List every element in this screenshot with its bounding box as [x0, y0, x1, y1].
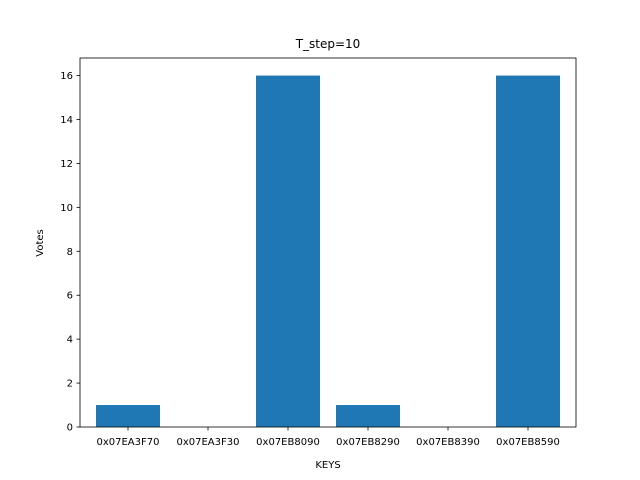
y-tick-label: 4: [67, 335, 73, 346]
y-tick-label: 6: [67, 291, 73, 302]
y-tick-label: 12: [60, 159, 73, 170]
x-tick-label: 0x07EA3F30: [176, 437, 239, 448]
x-tick-label: 0x07EA3F70: [96, 437, 159, 448]
x-tick-label: 0x07EB8090: [256, 437, 320, 448]
y-axis-ticks: 0 2 4 6 8 10 12 14 16: [60, 71, 80, 434]
bar-2: [256, 75, 320, 428]
x-axis-label: KEYS: [315, 460, 340, 471]
chart-title: T_step=10: [295, 37, 361, 51]
bar-5: [496, 75, 560, 428]
y-tick-label: 2: [67, 379, 73, 390]
y-tick-label: 8: [67, 247, 73, 258]
bars-group: [96, 75, 560, 428]
y-tick-label: 10: [60, 203, 73, 214]
plot-frame: [79, 57, 577, 428]
x-axis-ticks: 0x07EA3F70 0x07EA3F30 0x07EB8090 0x07EB8290…: [96, 427, 560, 448]
bar-0: [96, 405, 160, 427]
y-tick-label: 14: [60, 115, 73, 126]
x-tick-label: 0x07EB8290: [336, 437, 400, 448]
y-tick-label: 0: [67, 423, 73, 434]
y-tick-label: 16: [60, 71, 73, 82]
y-axis-label: Votes: [35, 229, 46, 256]
x-tick-label: 0x07EB8390: [416, 437, 480, 448]
x-tick-label: 0x07EB8590: [496, 437, 560, 448]
bar-3: [336, 405, 400, 427]
